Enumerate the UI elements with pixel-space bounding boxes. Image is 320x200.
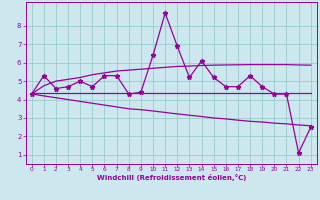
X-axis label: Windchill (Refroidissement éolien,°C): Windchill (Refroidissement éolien,°C)	[97, 174, 246, 181]
